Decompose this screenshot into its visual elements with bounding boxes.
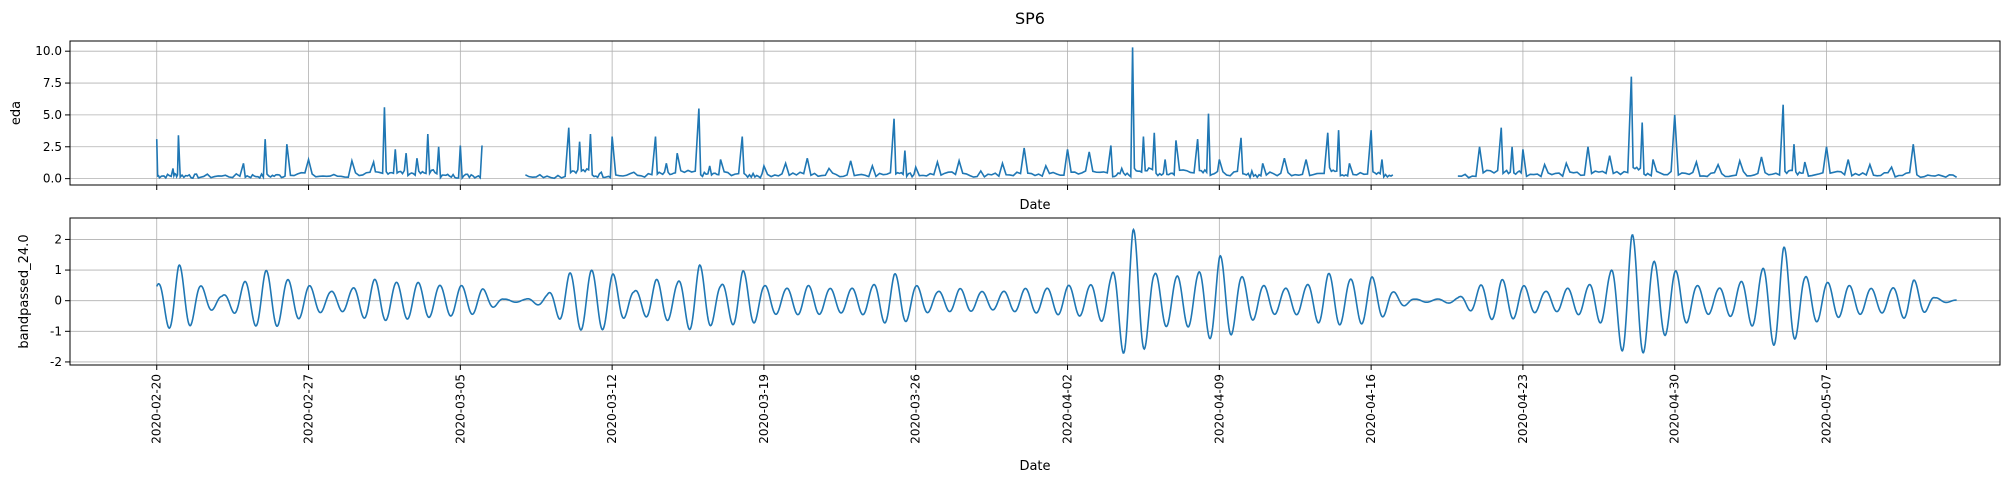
x-tick-label: 2020-03-19 — [757, 374, 771, 444]
bandpassed-y-ticks: -2 -1 0 1 2 — [50, 232, 70, 369]
eda-series-line — [155, 47, 1958, 181]
x-tick-label: 2020-04-30 — [1668, 374, 1682, 444]
bandpassed-plot-frame — [69, 217, 2001, 366]
bandpassed-series — [156, 227, 1957, 354]
y-tick-label: 5.0 — [43, 108, 62, 122]
x-tick-label: 2020-03-26 — [909, 374, 923, 444]
x-tick-label: 2020-02-27 — [302, 374, 316, 444]
bandpassed-y-axis-label: bandpassed_24.0 — [17, 234, 32, 348]
bandpassed-grid — [70, 218, 2000, 365]
y-tick-label: 2 — [54, 232, 62, 246]
panel-eda: 0.0 2.5 5.0 7.5 10.0 Date eda — [9, 40, 2001, 213]
y-tick-label: 0 — [54, 294, 62, 308]
eda-grid — [70, 41, 2000, 185]
eda-series — [155, 47, 1958, 181]
x-tick-label: 2020-03-05 — [453, 374, 467, 444]
chart-title: SP6 — [1015, 9, 1045, 28]
eda-plot-frame — [69, 40, 2001, 186]
bandpassed-x-axis-label: Date — [1019, 459, 1050, 474]
x-tick-label: 2020-03-12 — [605, 374, 619, 444]
y-tick-label: 2.5 — [43, 140, 62, 154]
y-tick-label: -2 — [50, 355, 62, 369]
x-tick-label: 2020-05-07 — [1820, 374, 1834, 444]
x-tick-label: 2020-04-09 — [1212, 374, 1226, 444]
y-tick-label: -1 — [50, 324, 62, 338]
x-tick-label: 2020-04-02 — [1061, 374, 1075, 444]
x-tick-label: 2020-04-23 — [1516, 374, 1530, 444]
x-tick-label: 2020-02-20 — [150, 374, 164, 444]
y-tick-label: 7.5 — [43, 76, 62, 90]
bandpassed-series-line — [156, 227, 1957, 354]
eda-y-ticks: 0.0 2.5 5.0 7.5 10.0 — [35, 44, 70, 186]
bandpassed-x-ticks: 2020-02-20 2020-02-27 2020-03-05 2020-03-12… — [150, 365, 1834, 444]
y-tick-label: 0.0 — [43, 172, 62, 186]
y-tick-label: 1 — [54, 263, 62, 277]
x-tick-label: 2020-04-16 — [1364, 374, 1378, 444]
eda-x-axis-label: Date — [1019, 198, 1050, 213]
eda-x-ticks — [156, 185, 1828, 190]
y-tick-label: 10.0 — [35, 44, 62, 58]
eda-y-axis-label: eda — [9, 101, 24, 125]
